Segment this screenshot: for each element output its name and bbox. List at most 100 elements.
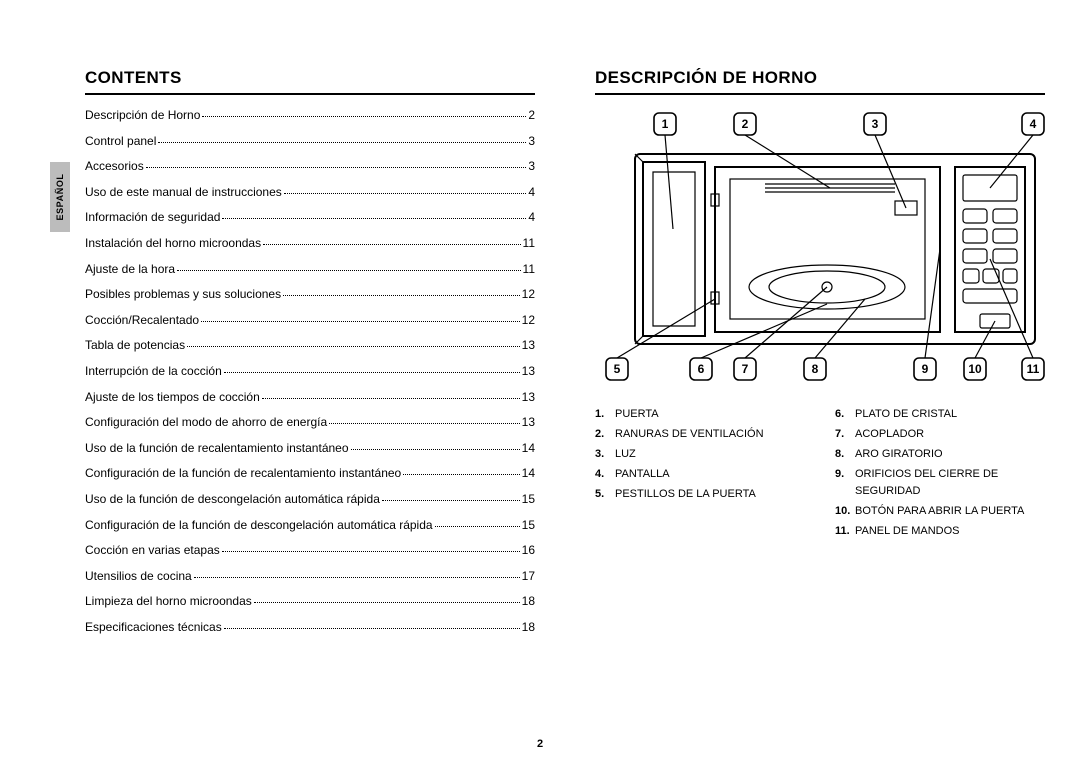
toc-page: 17 [522, 570, 535, 582]
toc-dots [435, 526, 520, 527]
toc-row: Configuración del modo de ahorro de ener… [85, 416, 535, 428]
callout-number: 4 [1030, 117, 1037, 131]
toc-label: Instalación del horno microondas [85, 237, 261, 249]
toc-page: 3 [528, 160, 535, 172]
toc-page: 18 [522, 621, 535, 633]
toc-dots [283, 295, 520, 296]
leader-line [975, 321, 995, 358]
toc-dots [177, 270, 520, 271]
toc-page: 18 [522, 595, 535, 607]
toc-dots [262, 398, 520, 399]
toc-label: Configuración de la función de descongel… [85, 519, 433, 531]
toc-row: Especificaciones técnicas 18 [85, 621, 535, 633]
toc-page: 15 [522, 519, 535, 531]
part-item: 9.ORIFICIOS DEL CIERRE DE SEGURIDAD [835, 466, 1045, 500]
toc-label: Uso de la función de descongelación auto… [85, 493, 380, 505]
toc-row: Ajuste de los tiempos de cocción 13 [85, 391, 535, 403]
toc-label: Información de seguridad [85, 211, 220, 223]
toc-row: Accesorios 3 [85, 160, 535, 172]
parts-list-left: 1.PUERTA2.RANURAS DE VENTILACIÓN3.LUZ4.P… [595, 406, 805, 543]
toc-page: 13 [522, 416, 535, 428]
toc-page: 14 [522, 467, 535, 479]
toc-row: Ajuste de la hora11 [85, 263, 535, 275]
toc-row: Información de seguridad 4 [85, 211, 535, 223]
toc-label: Interrupción de la cocción [85, 365, 222, 377]
toc-page: 12 [522, 314, 535, 326]
toc-dots [224, 628, 520, 629]
toc-page: 12 [522, 288, 535, 300]
callout-number: 3 [872, 117, 879, 131]
leader-line [617, 299, 715, 358]
toc-dots [263, 244, 520, 245]
callout-number: 2 [742, 117, 749, 131]
toc-dots [201, 321, 520, 322]
page-number: 2 [537, 738, 543, 750]
toc-label: Descripción de Horno [85, 109, 200, 121]
callout-number: 10 [968, 362, 982, 376]
part-number: 10. [835, 503, 855, 520]
toc-row: Interrupción de la cocción13 [85, 365, 535, 377]
toc-label: Utensilios de cocina [85, 570, 192, 582]
language-tab: ESPAÑOL [50, 162, 70, 232]
part-label: ACOPLADOR [855, 426, 924, 443]
toc-page: 13 [522, 339, 535, 351]
toc-dots [222, 218, 526, 219]
part-item: 6.PLATO DE CRISTAL [835, 406, 1045, 423]
table-of-contents: Descripción de Horno2Control panel3Acces… [85, 109, 535, 633]
toc-label: Control panel [85, 135, 156, 147]
toc-page: 4 [528, 211, 535, 223]
part-number: 6. [835, 406, 855, 423]
part-label: PANEL DE MANDOS [855, 523, 960, 540]
toc-page: 13 [522, 391, 535, 403]
part-number: 3. [595, 446, 615, 463]
toc-dots [403, 474, 519, 475]
toc-row: Control panel 3 [85, 135, 535, 147]
toc-label: Tabla de potencias [85, 339, 185, 351]
toc-page: 3 [528, 135, 535, 147]
part-number: 2. [595, 426, 615, 443]
toc-page: 2 [528, 109, 535, 121]
oven-diagram-svg: 1234 567891011 [595, 109, 1055, 384]
part-number: 11. [835, 523, 855, 540]
part-label: PLATO DE CRISTAL [855, 406, 957, 423]
toc-label: Configuración de la función de recalenta… [85, 467, 401, 479]
toc-row: Uso de este manual de instrucciones4 [85, 186, 535, 198]
toc-dots [224, 372, 520, 373]
toc-label: Ajuste de los tiempos de cocción [85, 391, 260, 403]
toc-row: Uso de la función de recalentamiento ins… [85, 442, 535, 454]
toc-label: Configuración del modo de ahorro de ener… [85, 416, 327, 428]
toc-row: Limpieza del horno microondas18 [85, 595, 535, 607]
part-label: ARO GIRATORIO [855, 446, 943, 463]
language-tab-label: ESPAÑOL [55, 173, 65, 220]
part-item: 3.LUZ [595, 446, 805, 463]
toc-page: 15 [522, 493, 535, 505]
part-item: 1.PUERTA [595, 406, 805, 423]
parts-list: 1.PUERTA2.RANURAS DE VENTILACIÓN3.LUZ4.P… [595, 406, 1045, 543]
parts-list-right: 6.PLATO DE CRISTAL7.ACOPLADOR8.ARO GIRAT… [835, 406, 1045, 543]
toc-page: 11 [523, 237, 535, 249]
description-column: DESCRIPCIÓN DE HORNO [595, 68, 1045, 628]
oven-diagram: 1234 567891011 [595, 109, 1055, 384]
toc-row: Configuración de la función de descongel… [85, 519, 535, 531]
contents-heading: CONTENTS [85, 68, 535, 95]
toc-page: 4 [528, 186, 535, 198]
leader-line [665, 135, 673, 229]
toc-label: Accesorios [85, 160, 144, 172]
toc-label: Especificaciones técnicas [85, 621, 222, 633]
part-label: RANURAS DE VENTILACIÓN [615, 426, 764, 443]
toc-row: Tabla de potencias 13 [85, 339, 535, 351]
part-number: 7. [835, 426, 855, 443]
part-label: PANTALLA [615, 466, 670, 483]
toc-row: Descripción de Horno 2 [85, 109, 535, 121]
toc-dots [329, 423, 519, 424]
part-item: 7.ACOPLADOR [835, 426, 1045, 443]
contents-column: CONTENTS Descripción de Horno 2 Control pa… [85, 68, 535, 628]
part-item: 5.PESTILLOS DE LA PUERTA [595, 486, 805, 503]
toc-row: Cocción/Recalentado12 [85, 314, 535, 326]
part-number: 9. [835, 466, 855, 500]
toc-dots [254, 602, 520, 603]
toc-row: Cocción en varias etapas16 [85, 544, 535, 556]
toc-row: Utensilios de cocina 17 [85, 570, 535, 582]
toc-row: Configuración de la función de recalenta… [85, 467, 535, 479]
toc-label: Uso de la función de recalentamiento ins… [85, 442, 349, 454]
